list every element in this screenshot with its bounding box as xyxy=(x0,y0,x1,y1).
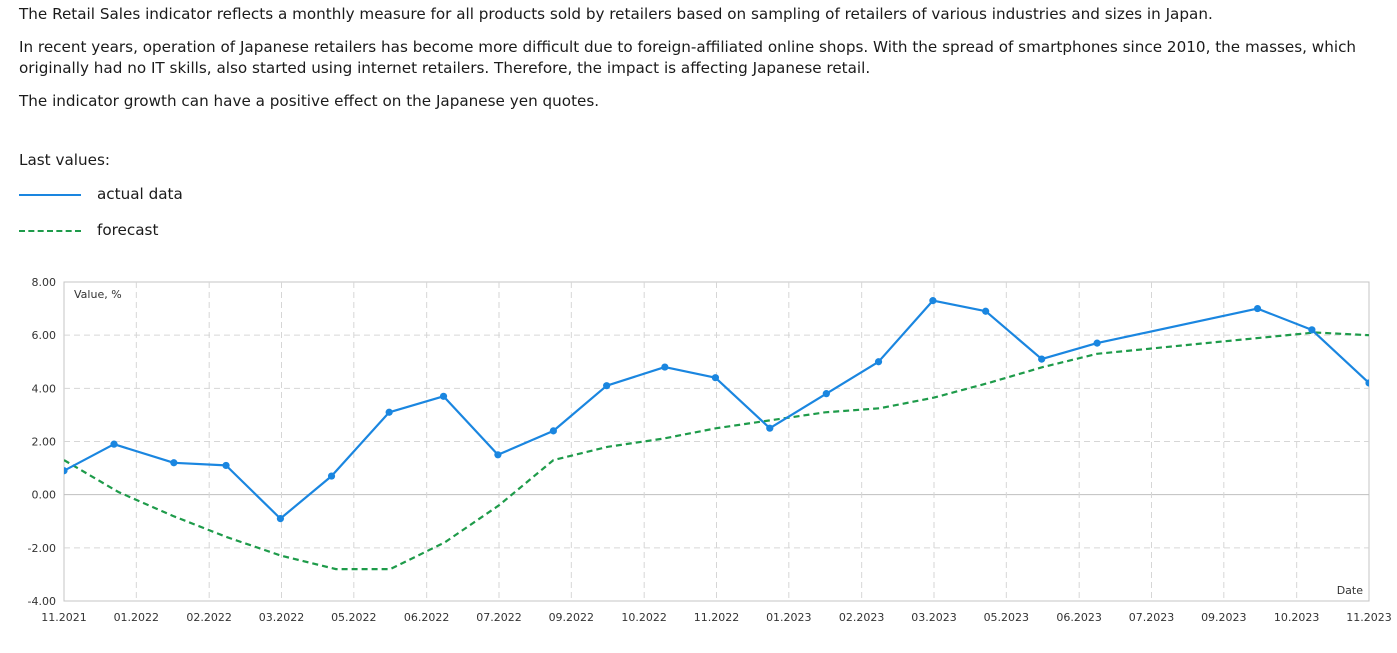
x-axis-label: Date xyxy=(1337,584,1364,597)
actual-data-point xyxy=(822,390,830,398)
forecast-line xyxy=(64,331,1369,571)
actual-data-point xyxy=(711,374,720,382)
x-tick-label: 10.2022 xyxy=(621,611,667,624)
x-tick-label: 03.2022 xyxy=(259,611,305,624)
x-tick-label: 05.2023 xyxy=(984,611,1030,624)
actual-data-point xyxy=(110,440,118,448)
actual-data-point xyxy=(1308,326,1316,334)
indicator-description: The Retail Sales indicator reflects a mo… xyxy=(19,4,1384,124)
y-tick-label: 8.00 xyxy=(32,276,57,289)
x-tick-label: 11.2023 xyxy=(1346,611,1392,624)
x-tick-label: 09.2022 xyxy=(549,611,595,624)
x-tick-label: 07.2022 xyxy=(476,611,522,624)
legend-swatch-forecast xyxy=(19,230,81,232)
y-tick-label: -2.00 xyxy=(28,542,56,555)
actual-data-point xyxy=(222,461,230,470)
x-tick-label: 07.2023 xyxy=(1129,611,1175,624)
actual-data-point xyxy=(661,363,669,371)
actual-data-point xyxy=(1365,379,1369,387)
actual-data-point xyxy=(874,358,883,366)
x-tick-label: 01.2023 xyxy=(766,611,812,624)
description-paragraph-3: The indicator growth can have a positive… xyxy=(19,92,600,110)
description-paragraph-2: In recent years, operation of Japanese r… xyxy=(19,38,1357,77)
retail-sales-chart: 8.00 6.00 4.00 2.00 0.00 -2.00 -4.00 11.2021 01.… xyxy=(28,276,1392,624)
actual-data-point xyxy=(766,424,774,432)
y-tick-label: 2.00 xyxy=(32,436,57,449)
actual-data-point xyxy=(327,472,336,480)
x-tick-label: 11.2021 xyxy=(41,611,87,624)
actual-data-point xyxy=(439,392,448,400)
actual-data-point xyxy=(929,297,937,305)
legend-item-forecast: forecast xyxy=(19,218,319,242)
series-group xyxy=(64,297,1369,571)
x-tick-label: 02.2022 xyxy=(186,611,232,624)
y-tick-label: 4.00 xyxy=(32,382,57,395)
x-tick-label: 06.2023 xyxy=(1056,611,1102,624)
legend-label-forecast: forecast xyxy=(97,221,159,239)
y-axis-label: Value, % xyxy=(74,288,122,301)
description-paragraph-1: The Retail Sales indicator reflects a mo… xyxy=(19,5,1213,23)
actual-data-point xyxy=(170,459,178,467)
x-tick-label: 09.2023 xyxy=(1201,611,1247,624)
actual-data-point xyxy=(603,382,611,390)
y-tick-label: -4.00 xyxy=(28,595,56,608)
x-tick-label: 05.2022 xyxy=(331,611,377,624)
legend-label-actual: actual data xyxy=(97,185,183,203)
x-tick-label: 01.2022 xyxy=(114,611,160,624)
legend-swatch-actual xyxy=(19,194,81,196)
actual-data-point xyxy=(494,451,502,459)
actual-data-point xyxy=(385,408,393,416)
actual-data-point xyxy=(549,427,557,435)
x-tick-label: 03.2023 xyxy=(911,611,957,624)
y-tick-label: 6.00 xyxy=(32,329,57,342)
actual-data-point xyxy=(1253,304,1262,313)
actual-data-point xyxy=(276,514,285,523)
x-tick-label: 10.2023 xyxy=(1274,611,1320,624)
actual-data-point xyxy=(982,307,990,315)
actual-data-point xyxy=(1038,355,1046,363)
x-tick-label: 02.2023 xyxy=(839,611,885,624)
actual-data-point xyxy=(64,467,68,475)
last-values-label: Last values: xyxy=(19,151,110,169)
legend-item-actual: actual data xyxy=(19,182,319,206)
x-tick-label: 06.2022 xyxy=(404,611,450,624)
y-tick-label: 0.00 xyxy=(32,489,57,502)
x-tick-label: 11.2022 xyxy=(694,611,740,624)
actual-data-point xyxy=(1093,339,1101,347)
